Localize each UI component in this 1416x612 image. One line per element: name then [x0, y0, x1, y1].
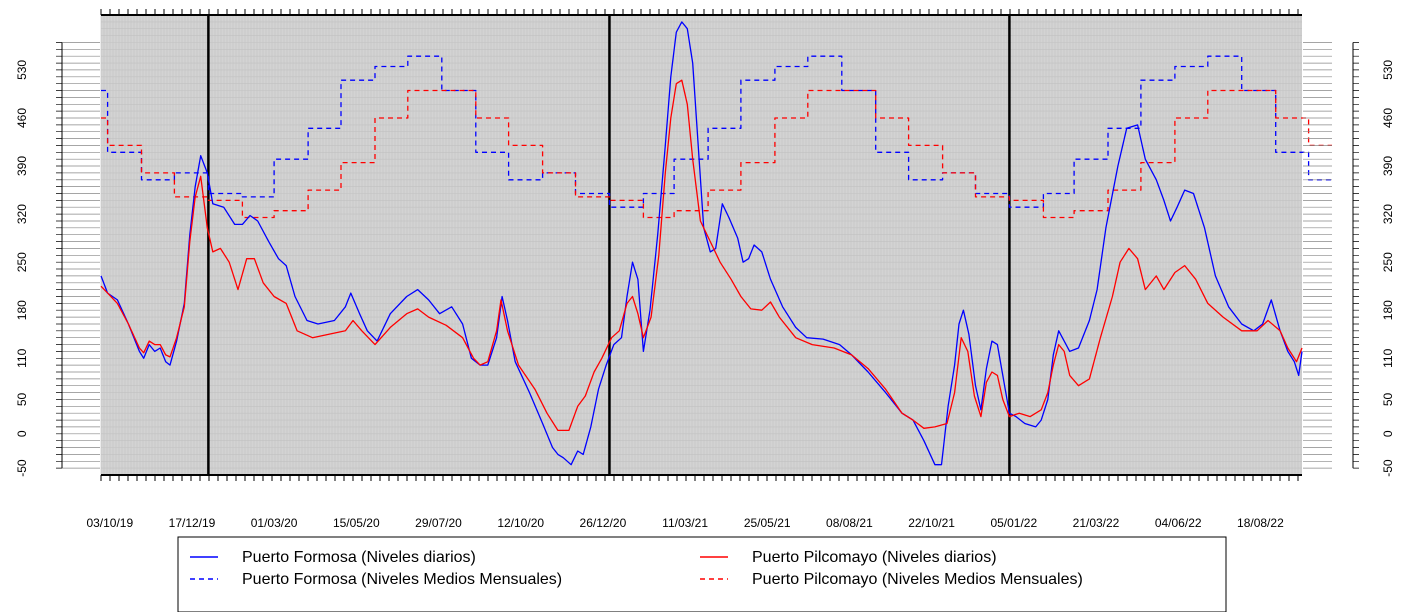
- y-tick-label-right: 320: [1381, 204, 1395, 224]
- right-axis-comb: [1303, 42, 1332, 469]
- bottom-axis-ticks: [100, 475, 1299, 481]
- series-puerto-pilcomayo-niveles-diarios: [100, 79, 1303, 432]
- x-tick-label: 26/12/20: [580, 516, 627, 530]
- top-axis-ticks: [100, 9, 1299, 15]
- grid-lines: [100, 15, 1302, 475]
- y-tick-label-right: 530: [1381, 60, 1395, 80]
- plot-panel: [101, 15, 1302, 475]
- x-tick-label: 22/10/21: [908, 516, 955, 530]
- x-tick-label: 29/07/20: [415, 516, 462, 530]
- year-lines: [207, 15, 1011, 475]
- legend-label: Puerto Formosa (Niveles diarios): [242, 549, 476, 566]
- y-tick-label-right: 460: [1381, 108, 1395, 128]
- top-axis: [100, 9, 1302, 16]
- x-tick-label: 21/03/22: [1073, 516, 1120, 530]
- y-tick-label-left: 250: [15, 252, 29, 272]
- legend-label: Puerto Pilcomayo (Niveles Medios Mensual…: [752, 571, 1083, 588]
- x-tick-label: 17/12/19: [169, 516, 216, 530]
- x-tick-label: 25/05/21: [744, 516, 791, 530]
- series-puerto-formosa-niveles-diarios: [100, 21, 1303, 466]
- y-tick-label-left: 0: [15, 430, 29, 437]
- y-tick-label-right: 50: [1381, 393, 1395, 407]
- left-axis-minor-ticks: [56, 42, 62, 469]
- axes: -50 -50 0 0 50 50 110 110 180 180 250 250 320 320 390 3…: [15, 9, 1395, 530]
- bottom-axis: [100, 474, 1302, 481]
- legend: Puerto Formosa (Niveles diarios) Puerto P…: [177, 536, 1227, 612]
- y-tick-label-left: 180: [15, 300, 29, 320]
- legend-box: [177, 536, 1227, 612]
- x-tick-label: 05/01/22: [990, 516, 1037, 530]
- y-tick-label-right: -50: [1381, 459, 1395, 477]
- series-puerto-pilcomayo-niveles-medios-mensuales: [101, 89, 1332, 219]
- grid: [100, 15, 1302, 475]
- y-tick-label-right: 390: [1381, 156, 1395, 176]
- y-tick-label-left: 460: [15, 108, 29, 128]
- y-tick-label-left: 320: [15, 204, 29, 224]
- y-tick-label-right: 180: [1381, 300, 1395, 320]
- y-tick-label-left: 110: [15, 348, 29, 367]
- left-axis-comb: [62, 42, 100, 469]
- x-tick-label: 15/05/20: [333, 516, 380, 530]
- plot-background: [101, 15, 1302, 475]
- right-axis-minor-ticks: [1353, 42, 1359, 469]
- y-tick-label-right: 110: [1381, 348, 1395, 367]
- x-tick-label: 04/06/22: [1155, 516, 1202, 530]
- y-tick-label-left: 390: [15, 156, 29, 176]
- x-tick-label: 01/03/20: [251, 516, 298, 530]
- x-tick-label: 18/08/22: [1237, 516, 1284, 530]
- x-tick-label: 03/10/19: [86, 516, 133, 530]
- y-tick-label-right: 0: [1381, 430, 1395, 437]
- y-tick-label-left: 50: [15, 393, 29, 407]
- y-tick-label-left: 530: [15, 60, 29, 80]
- legend-label: Puerto Formosa (Niveles Medios Mensuales…: [242, 571, 562, 588]
- legend-label: Puerto Pilcomayo (Niveles diarios): [752, 549, 997, 566]
- x-tick-label: 08/08/21: [826, 516, 873, 530]
- x-tick-label: 11/03/21: [662, 516, 708, 530]
- y-tick-label-left: -50: [15, 459, 29, 477]
- series-group: [100, 21, 1332, 466]
- x-tick-label: 12/10/20: [497, 516, 544, 530]
- y-tick-label-right: 250: [1381, 252, 1395, 272]
